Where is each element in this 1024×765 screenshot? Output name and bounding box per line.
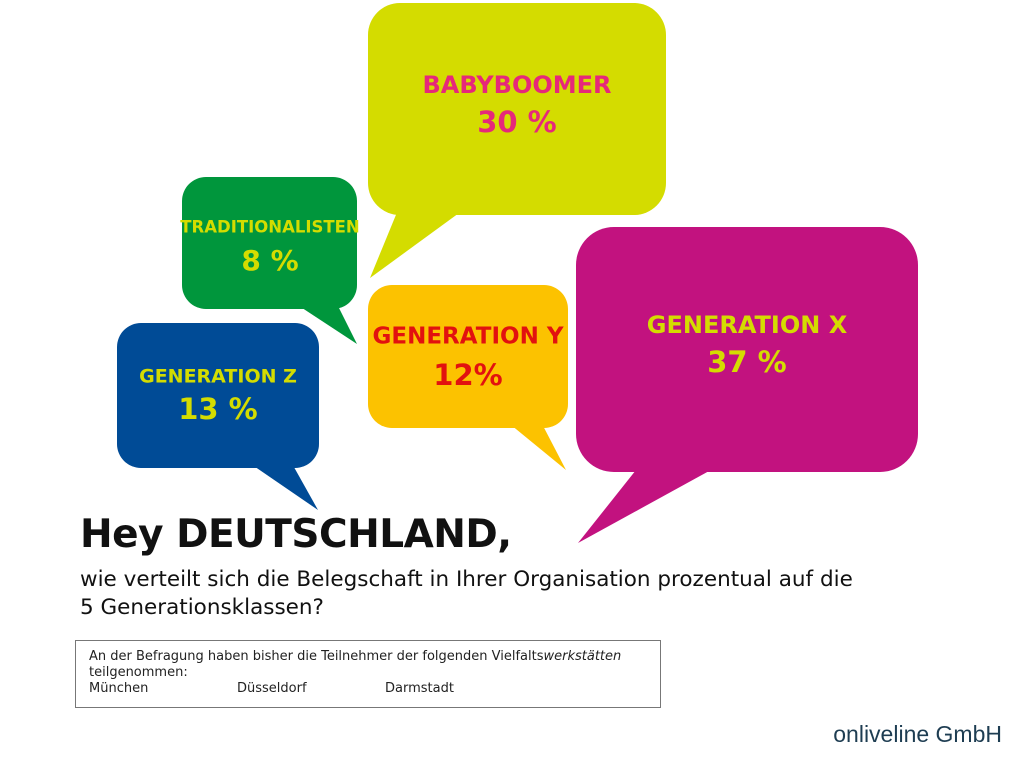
generation-bubble: GENERATION X 37 % [576, 227, 918, 543]
bubble-body [182, 177, 357, 309]
participants-note-text: An der Befragung haben bisher die Teilne… [89, 649, 660, 665]
question-line-2: 5 Generationsklassen? [80, 595, 324, 620]
bubble-body [117, 323, 319, 468]
participants-note-box: An der Befragung haben bisher die Teilne… [75, 640, 661, 708]
question-line-1: wie verteilt sich die Belegschaft in Ihr… [80, 567, 853, 592]
bubble-tail [370, 205, 470, 278]
category-label: GENERATION Y [373, 324, 564, 350]
value-label: 30 % [477, 105, 557, 139]
bubble-tail [290, 300, 357, 344]
category-label: GENERATION Z [139, 366, 297, 388]
category-label: BABYBOOMER [422, 71, 611, 99]
note-text-italic: werkstätten [543, 649, 622, 664]
generation-bubble: GENERATION Z 13 % [117, 323, 319, 510]
question-text: wie verteilt sich die Belegschaft in Ihr… [80, 566, 920, 622]
city-item: Düsseldorf [237, 681, 307, 696]
headline: Hey DEUTSCHLAND, [80, 512, 512, 557]
company-name: onliveline GmbH [833, 721, 1002, 747]
headline-emphasis: DEUTSCHLAND, [176, 512, 512, 557]
generation-bubble: TRADITIONALISTEN 8 % [180, 177, 360, 344]
value-label: 8 % [241, 244, 298, 277]
bubble-tail [245, 460, 318, 510]
city-item: München [89, 681, 149, 696]
note-text-after: teilgenommen: [89, 665, 188, 680]
generation-bubble: GENERATION Y 12% [368, 285, 568, 470]
value-label: 12% [433, 358, 502, 392]
bubble-body [368, 285, 568, 428]
generation-bubble-chart: BABYBOOMER 30 % TRADITIONALISTEN 8 % GENERAT… [117, 3, 918, 543]
category-label: TRADITIONALISTEN [180, 218, 359, 237]
bubble-body [576, 227, 918, 472]
bubble-tail [578, 465, 720, 543]
city-list: München Düsseldorf Darmstadt [89, 681, 660, 697]
value-label: 37 % [707, 345, 787, 379]
city-item: Darmstadt [385, 681, 454, 696]
bubble-tail [505, 420, 566, 470]
bubble-body [368, 3, 666, 215]
note-text-before: An der Befragung haben bisher die Teilne… [89, 649, 544, 664]
headline-prefix: Hey [80, 512, 177, 557]
category-label: GENERATION X [647, 311, 848, 339]
generation-bubble: BABYBOOMER 30 % [368, 3, 666, 278]
value-label: 13 % [178, 392, 258, 426]
